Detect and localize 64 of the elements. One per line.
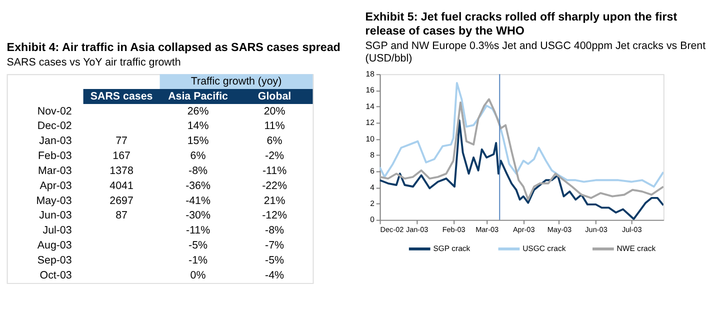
category-label: May-03 — [36, 194, 72, 207]
data-label: 14% — [187, 120, 210, 132]
category-label: Jun-03 — [39, 210, 72, 222]
y-tick-label: 4 — [370, 182, 376, 192]
data-label: -41% — [186, 194, 211, 207]
legend-label: USGC crack — [522, 244, 566, 253]
y-tick-label: 16 — [366, 86, 374, 95]
data-label: -11% — [262, 164, 288, 177]
category-label: Dec-02 — [37, 120, 72, 132]
text: Global — [258, 90, 292, 102]
text: Traffic growth (yoy) — [190, 75, 282, 88]
category-label: Jan-03 — [39, 135, 72, 148]
data-label: -11% — [186, 224, 211, 237]
chart-title: Exhibit 5: Jet fuel cracks rolled off sharply upon the first release of cases by the WHO — [365, 10, 678, 38]
data-label: 20% — [264, 105, 286, 118]
legend-label: SGP crack — [433, 244, 470, 253]
chart-subtitle: SGP and NW Europe 0.3%s Jet and USGC 400ppm Jet cracks vs Brent (USD/bbl) — [365, 40, 706, 64]
data-label: -7% — [265, 240, 285, 252]
data-label: -2% — [265, 150, 285, 162]
category-label: Mar-03 — [38, 164, 72, 177]
line-series — [380, 98, 664, 201]
data-label: 6% — [266, 135, 283, 148]
category-label: Oct-03 — [40, 269, 72, 282]
data-label: -22% — [262, 180, 288, 192]
data-label: -36% — [186, 180, 211, 192]
data-label: 167 — [112, 150, 130, 162]
y-tick-label: 10 — [366, 134, 376, 144]
data-label: 1378 — [110, 164, 134, 177]
data-label: -5% — [265, 254, 285, 266]
y-tick-label: 2 — [370, 199, 374, 208]
data-label: 87 — [116, 210, 128, 222]
y-tick-label: 18 — [366, 70, 374, 79]
data-label: 26% — [187, 105, 210, 118]
data-label: -1% — [188, 254, 208, 266]
legend-label: NWE crack — [616, 244, 656, 253]
category-label: Feb-03 — [38, 150, 72, 162]
y-tick-label: 0 — [370, 215, 376, 224]
data-label: -5% — [188, 240, 208, 252]
category-label: Nov-02 — [37, 105, 72, 118]
line-series — [380, 82, 664, 188]
y-tick-label: 14 — [366, 102, 376, 111]
data-label: -12% — [262, 210, 288, 222]
data-label: 15% — [187, 135, 210, 148]
data-label: -4% — [265, 269, 285, 282]
y-tick-label: 12 — [366, 118, 374, 128]
data-label: 77 — [116, 135, 128, 148]
data-label: -8% — [265, 224, 285, 237]
category-label: Aug-03 — [37, 240, 72, 252]
text: SARS cases vs YoY air traffic growth — [6, 56, 181, 68]
data-label: 2697 — [110, 194, 134, 207]
data-label: 4041 — [110, 180, 134, 192]
y-tick-label: 6 — [370, 166, 374, 176]
data-label: 6% — [190, 150, 206, 162]
category-label: Apr-03 — [40, 180, 72, 192]
data-label: 0% — [190, 269, 206, 282]
data-label: 21% — [264, 194, 286, 207]
category-label: Sep-03 — [37, 254, 72, 266]
data-label: -30% — [186, 210, 211, 222]
text: SARS cases — [90, 90, 153, 102]
y-tick-label: 8 — [370, 150, 374, 160]
text: Asia Pacific — [168, 90, 228, 102]
text: Exhibit 4: Air traffic in Asia collapsed as SARS cases spread — [6, 40, 340, 54]
data-label: -8% — [188, 164, 208, 177]
data-label: 11% — [264, 120, 286, 132]
